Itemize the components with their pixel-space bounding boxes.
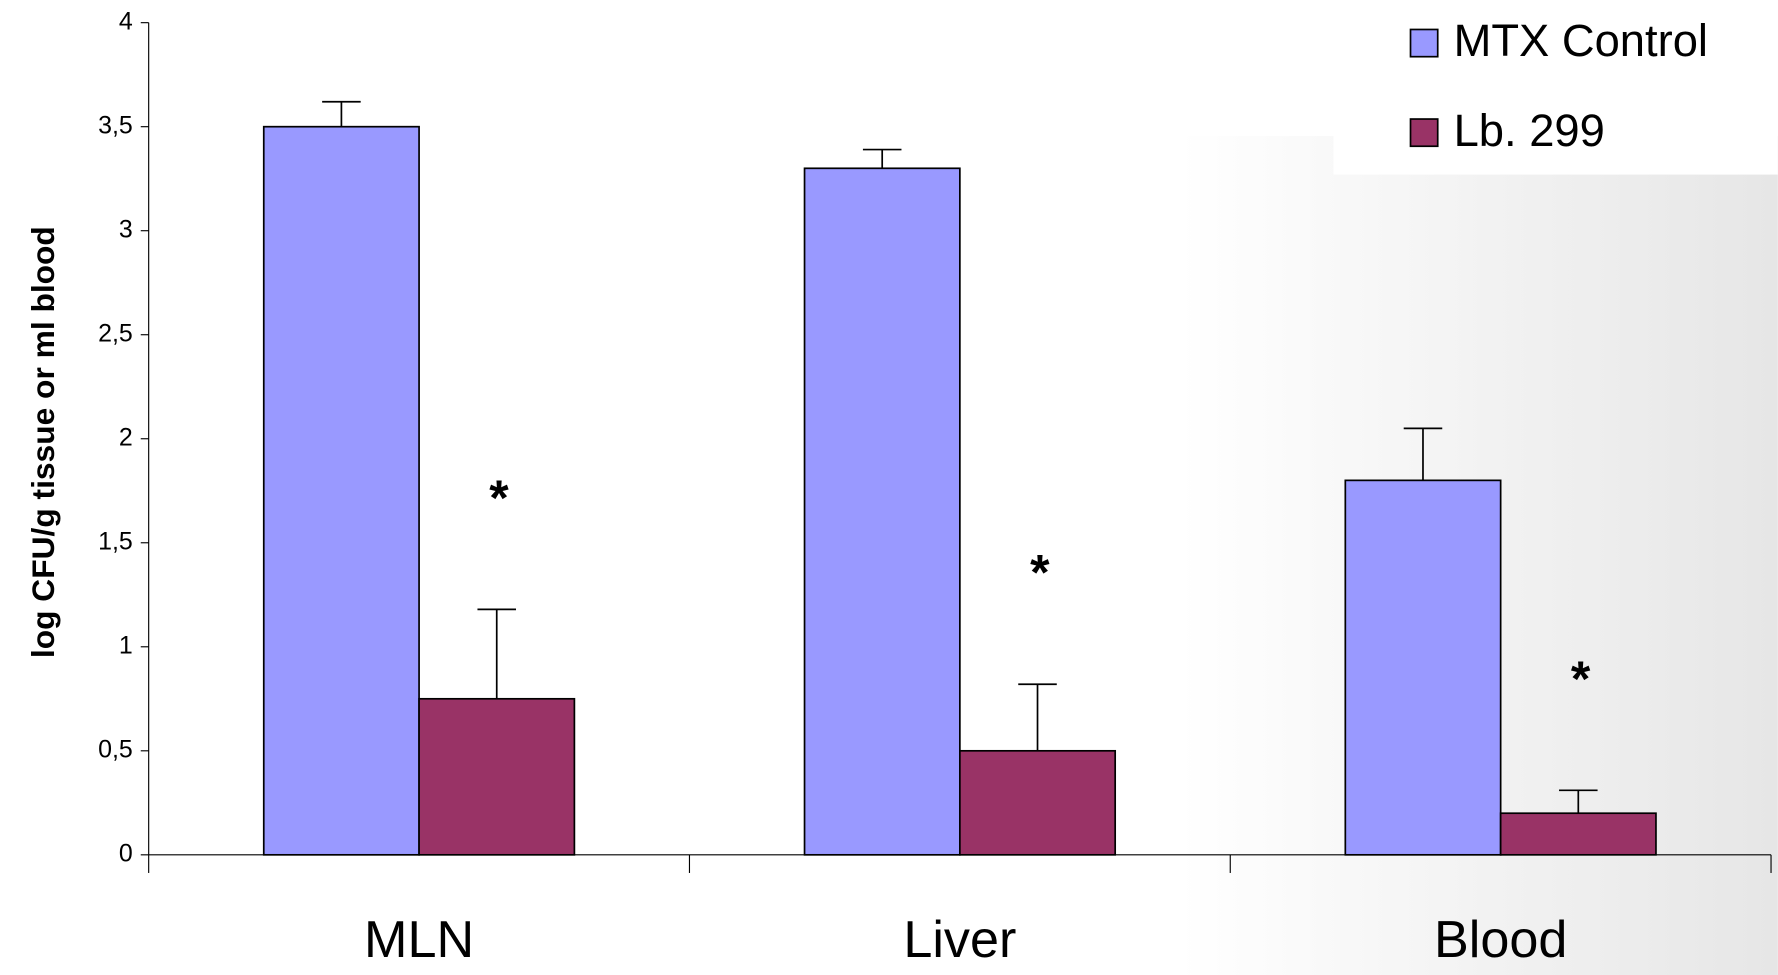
error-bar bbox=[477, 609, 516, 698]
y-tick-label: 2 bbox=[119, 423, 133, 451]
x-tick-label: Liver bbox=[903, 911, 1016, 969]
y-tick-label: 1 bbox=[119, 631, 133, 659]
bar bbox=[264, 127, 419, 855]
x-tick-label: Blood bbox=[1434, 911, 1567, 969]
significance-marker: * bbox=[1030, 545, 1050, 601]
legend-label: MTX Control bbox=[1454, 15, 1708, 66]
y-tick-label: 3,5 bbox=[98, 111, 133, 139]
error-bar bbox=[1018, 684, 1057, 751]
error-bar bbox=[863, 150, 902, 169]
y-tick-label: 0,5 bbox=[98, 735, 133, 763]
legend-swatch bbox=[1411, 119, 1438, 146]
y-tick-label: 2,5 bbox=[98, 319, 133, 347]
error-bar bbox=[322, 102, 361, 127]
x-tick-label: MLN bbox=[364, 911, 474, 969]
legend-label: Lb. 299 bbox=[1454, 105, 1605, 156]
bar bbox=[805, 168, 960, 855]
y-tick-label: 0 bbox=[119, 839, 133, 867]
bar bbox=[1501, 813, 1656, 855]
bar bbox=[419, 699, 574, 855]
bar bbox=[960, 751, 1115, 855]
y-tick-label: 3 bbox=[119, 215, 133, 243]
y-tick-label: 4 bbox=[119, 7, 133, 35]
significance-marker: * bbox=[1571, 651, 1591, 707]
significance-marker: * bbox=[489, 470, 509, 526]
y-axis-label: log CFU/g tissue or ml blood bbox=[25, 226, 61, 658]
chart: log CFU/g tissue or ml blood 0 0,5 1 1,5 2 2,… bbox=[0, 0, 1778, 975]
bar bbox=[1345, 480, 1500, 854]
legend-swatch bbox=[1411, 29, 1438, 56]
y-tick-label: 1,5 bbox=[98, 527, 133, 555]
